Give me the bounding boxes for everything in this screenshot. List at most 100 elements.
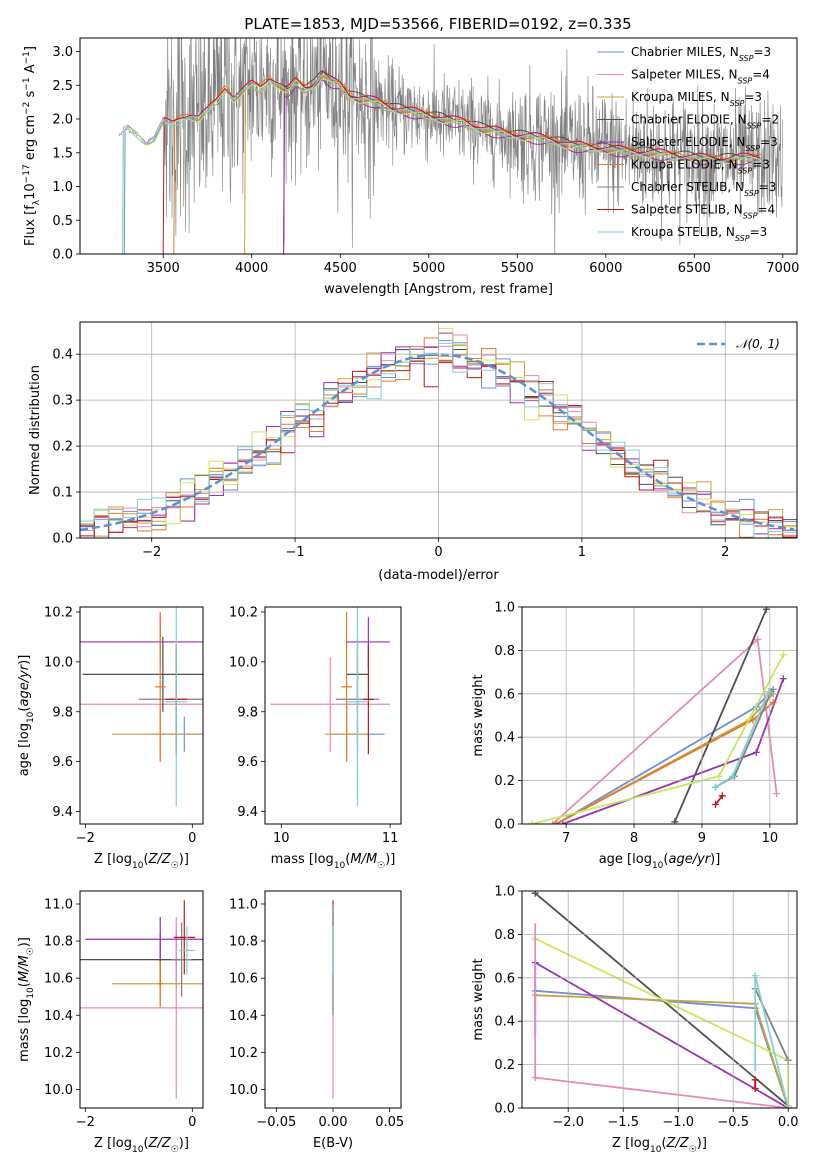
y-tick-label: 1.0 [494,885,515,900]
legend-sub: SSP [739,54,754,63]
x-tick-label: 10 [762,831,779,846]
legend-entry: Chabrier ELODIE, NSSP=2 [631,113,779,131]
label-part: age [log [599,852,652,867]
y-tick-label: 0.2 [494,774,515,789]
x-tick-label: 10 [273,831,290,846]
weight-marker [712,800,720,808]
x-tick-label: 11 [382,831,399,846]
axes-frame [79,890,204,1109]
label-part: −1 [22,77,32,90]
x-tick-label: 0.05 [375,1115,404,1130]
label-part: Flux [f [23,205,38,246]
axes-frame [79,37,798,255]
x-tick-label: 0.00 [319,1115,348,1130]
legend-name: Kroupa ELODIE, N [631,158,738,172]
weight-marker [718,792,726,800]
legend-n: =3 [750,225,768,239]
label-part: age [log [17,723,32,776]
legend-sub: SSP [744,189,759,198]
label-part: mass [log [271,852,334,867]
label-part: age/yr [668,852,711,867]
y-tick-label: 0.0 [494,818,515,833]
y-axis-label: age [log10(age/yr)] [17,655,36,777]
weight-line-salpeter-elodie [534,961,789,1108]
x-axis-label: mass [log10(M/M☉)] [271,852,396,871]
weight-marker [552,820,560,824]
weight-line-kroupa-stelib [754,975,790,1108]
weight-marker [779,651,787,659]
legend-sub: SSP [747,121,762,130]
legend-entry: Salpeter STELIB, NSSP=4 [631,203,775,221]
legend-entry: Chabrier STELIB, NSSP=3 [631,180,776,198]
legend-name: Salpeter ELODIE, N [631,135,745,149]
legend-n: =4 [752,68,770,82]
label-part: ☉ [689,1145,697,1155]
label-part: λ [32,199,42,205]
model-spectrum-kroupa-stelib [122,73,761,254]
label-part: )] [179,1136,189,1151]
label-part: Z [log [612,1136,650,1151]
legend-entry: Chabrier MILES, NSSP=3 [631,45,771,63]
y-tick-label: 10.0 [229,1083,258,1098]
axes-frame [521,890,798,1109]
label-part: )] [710,852,720,867]
label-part: erg cm [23,115,38,164]
x-tick-label: 8 [630,831,638,846]
y-tick-label: 10.8 [44,935,73,950]
model-spectrum-lime [122,77,761,254]
weight-marker [728,772,736,780]
x-tick-label: 0.0 [778,1115,799,1130]
y-tick-label: 10.0 [44,1083,73,1098]
label-part: ☉ [171,1145,179,1155]
label-part: −2 [22,102,32,115]
y-tick-label: 1.0 [52,180,73,195]
legend-sub: SSP [738,76,753,85]
y-tick-label: 10.0 [229,655,258,670]
legend-name: Salpeter MILES, N [631,68,738,82]
weight-marker [559,820,567,824]
label-part: Z/Z [148,852,172,867]
x-tick-label: −2 [142,545,161,560]
plot-area [531,891,792,1108]
legend-entry: Kroupa STELIB, NSSP=3 [631,225,767,243]
legend-entry: Salpeter ELODIE, NSSP=3 [631,135,778,153]
x-tick-label: −2 [76,1115,95,1130]
label-part: s [23,90,38,101]
x-axis-label: E(B-V) [313,1136,353,1151]
legend-name: Salpeter STELIB, N [631,203,743,217]
x-tick-label: 2 [721,545,729,560]
label-part: mass [log [17,999,32,1062]
plot-area [80,327,797,538]
weight-line-lime [531,654,785,824]
weight-marker [769,698,777,706]
x-tick-label: 4000 [235,261,268,276]
label-part: A [23,64,38,77]
label-part: ☉ [171,861,179,871]
x-tick-label: 9 [698,831,706,846]
x-tick-label: 0 [188,1115,196,1130]
weight-line-chabrier-miles [535,989,790,1108]
x-axis-label: Z [log10(Z/Z☉)] [94,1136,189,1155]
y-tick-label: 0.2 [52,440,73,455]
weight-marker [528,820,536,824]
spectrum-panel: 3500 4000 4500 5000 5500 6000 6500 7000 0.0 0.5 1.… [22,37,799,297]
legend-entry: Salpeter MILES, NSSP=4 [631,68,770,86]
label-part: M/M [17,955,32,982]
label-part: age/yr [17,663,32,706]
y-tick-label: 9.6 [52,755,73,770]
legend-entry: Kroupa ELODIE, NSSP=3 [631,158,770,176]
plot-area [80,900,203,1099]
y-tick-label: 0.2 [494,1058,515,1073]
legend-entry: Kroupa MILES, NSSP=3 [631,90,762,108]
x-tick-label: −2 [76,831,95,846]
y-tick-label: 0.4 [494,731,515,746]
plot-area [80,607,203,807]
model-spectrum-salpeter-elodie [283,79,761,254]
label-part: Z/Z [666,1136,690,1151]
y-axis-label: mass [log10(M/M☉)] [17,937,36,1062]
y-tick-label: 11.0 [44,897,73,912]
y-tick-label: 9.4 [237,805,258,820]
label-part: Z [log [94,852,132,867]
model-spectrum-chabrier-elodie [283,69,761,254]
